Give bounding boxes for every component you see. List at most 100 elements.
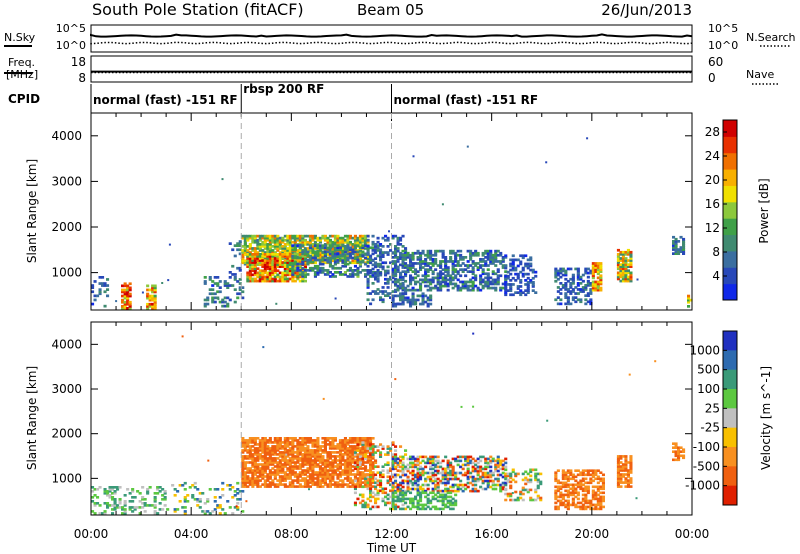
power-cell [311, 253, 315, 256]
velocity-cell [554, 475, 558, 479]
velocity-cell [594, 471, 598, 474]
velocity-cell [328, 455, 332, 458]
velocity-cell [348, 467, 352, 470]
power-cell [524, 289, 528, 292]
velocity-cell [499, 485, 503, 489]
velocity-cell [198, 506, 202, 509]
velocity-cell [554, 491, 558, 495]
power-cell [589, 282, 593, 285]
power-cell [146, 284, 150, 288]
power-cell [431, 260, 435, 263]
velocity-cell [243, 443, 247, 446]
velocity-cell [91, 490, 95, 493]
power-cell [444, 256, 448, 259]
velocity-cell [454, 503, 458, 507]
velocity-cell [248, 439, 252, 442]
velocity-cell [591, 475, 595, 479]
velocity-cell [341, 463, 345, 466]
power-cell [489, 251, 493, 255]
power-cell [286, 265, 290, 268]
power-cell [526, 266, 530, 270]
power-cell [616, 261, 620, 264]
velocity-cell [318, 473, 322, 476]
velocity-cell [171, 484, 175, 487]
velocity-cell [291, 469, 295, 472]
velocity-cell [283, 451, 287, 454]
power-cell [296, 253, 300, 256]
power-cell [596, 264, 600, 267]
power-cell [298, 236, 302, 240]
velocity-cell [466, 481, 470, 485]
velocity-cell [241, 481, 245, 484]
velocity-cell [333, 481, 337, 484]
velocity-cell [118, 500, 122, 503]
velocity-cell [303, 461, 307, 464]
velocity-cell [381, 447, 385, 450]
power-cell [263, 279, 267, 283]
velocity-cell [589, 503, 593, 507]
velocity-cell [306, 437, 310, 440]
power-cell [146, 296, 150, 300]
velocity-cell [394, 507, 398, 511]
power-cell [564, 282, 568, 285]
velocity-cell [364, 445, 368, 448]
power-cell [253, 240, 257, 244]
velocity-cell [106, 490, 110, 493]
power-cell [308, 238, 312, 242]
velocity-cell [371, 453, 375, 456]
velocity-cell [336, 465, 340, 468]
power-cell [381, 290, 385, 293]
power-cell [123, 300, 127, 304]
velocity-cell [111, 496, 115, 499]
power-cell [273, 243, 277, 246]
velocity-cell [524, 476, 528, 480]
velocity-cell [268, 477, 272, 480]
power-cell [313, 275, 317, 278]
velocity-cell [288, 469, 292, 472]
velocity-cell [576, 497, 580, 501]
power-cell [516, 264, 520, 268]
velocity-cell [564, 477, 568, 481]
power-cell [404, 253, 408, 257]
power-cell [151, 286, 155, 290]
power-cell [338, 251, 342, 254]
power-cell [491, 278, 495, 282]
velocity-cell [221, 481, 225, 485]
power-cell [471, 270, 475, 273]
power-cell [366, 271, 370, 275]
power-cell [426, 298, 430, 302]
power-cell [584, 267, 588, 271]
power-cell [411, 302, 415, 306]
velocity-cell [394, 479, 398, 483]
power-cell [251, 257, 255, 260]
velocity-cell [394, 459, 398, 463]
velocity-cell [454, 457, 458, 461]
velocity-cell [399, 493, 403, 497]
power-cell [336, 246, 340, 250]
velocity-cell [394, 481, 398, 485]
velocity-cell [303, 473, 307, 476]
power-cell [369, 246, 373, 250]
power-cell [441, 203, 444, 206]
velocity-cell [461, 473, 465, 477]
velocity-cell [218, 512, 222, 515]
power-cell [356, 266, 360, 270]
power-cell [379, 271, 383, 275]
power-cell [258, 259, 262, 262]
velocity-cell [379, 471, 383, 474]
velocity-cell [118, 502, 122, 505]
velocity-cell [479, 475, 483, 479]
power-cell [401, 278, 405, 282]
velocity-cell [248, 437, 252, 440]
velocity-cell [421, 467, 425, 471]
power-cell [414, 268, 418, 271]
velocity-cell [351, 447, 355, 450]
velocity-cell [496, 469, 500, 473]
velocity-cell [133, 508, 137, 511]
velocity-cell [241, 475, 245, 478]
velocity-cell [266, 461, 270, 464]
velocity-cell [256, 455, 260, 458]
velocity-cell [283, 455, 287, 458]
velocity-cell [566, 503, 570, 507]
power-cell [328, 271, 332, 274]
